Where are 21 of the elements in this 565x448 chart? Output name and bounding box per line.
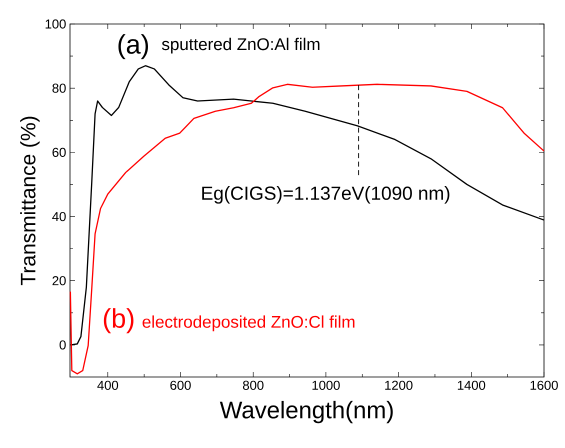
x-axis-title: Wavelength(nm) (220, 400, 393, 424)
annotation: (b) (104, 308, 134, 334)
y-tick-label: 40 (52, 212, 66, 222)
y-tick-label: 80 (52, 84, 66, 93)
x-tick-label: 1600 (530, 380, 558, 390)
y-tick-label: 100 (46, 19, 66, 29)
ref-line-label: Eg(CIGS)=1.137eV(1090 nm) (202, 186, 450, 204)
x-tick-label: 800 (242, 380, 264, 390)
annotation: (a) (118, 34, 148, 60)
x-tick-label: 1000 (312, 380, 340, 390)
line-series (70, 84, 545, 374)
y-tick-label: 20 (52, 276, 66, 286)
y-tick-label: 60 (52, 148, 66, 157)
x-tick-label: 600 (170, 380, 191, 390)
y-tick-label: 0 (60, 340, 66, 350)
x-tick-label: 1200 (385, 380, 413, 390)
x-tick-label: 400 (97, 380, 118, 390)
text: electrodeposited ZnO:Cl film (142, 315, 354, 332)
y-axis-title: Transmittance (%) (20, 116, 40, 286)
legend-label: sputtered ZnO:Al film (162, 38, 320, 54)
x-tick-label: 1400 (458, 380, 486, 390)
